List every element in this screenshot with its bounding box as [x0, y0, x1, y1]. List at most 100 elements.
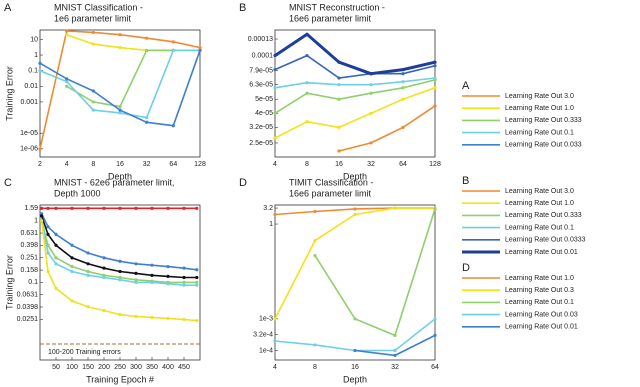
chart-title: MNIST Classification -: [54, 2, 143, 12]
data-point: [305, 81, 309, 85]
data-point: [273, 53, 277, 58]
x-tick-label: 4: [273, 364, 277, 371]
x-tick-label: 450: [178, 364, 190, 371]
data-point: [369, 72, 373, 76]
data-point: [305, 91, 309, 95]
panel-letter: C: [4, 177, 12, 189]
data-point: [150, 280, 154, 284]
data-point: [54, 232, 58, 237]
data-point: [433, 86, 437, 90]
data-point: [118, 206, 122, 210]
x-tick-label: 8: [91, 161, 95, 168]
data-point: [401, 80, 405, 84]
data-point: [150, 263, 154, 267]
y-axis-label: Training Error: [4, 66, 14, 121]
data-point: [102, 266, 106, 270]
x-tick-label: 128: [194, 161, 206, 168]
chart-title: TIMIT Classification -: [289, 177, 373, 187]
data-point: [401, 72, 405, 76]
legend-label: Learning Rate Out 0.0333: [505, 237, 586, 244]
data-point: [273, 136, 277, 140]
panel-letter: A: [4, 2, 12, 14]
data-point: [46, 206, 50, 210]
data-point: [369, 83, 373, 87]
data-point: [65, 77, 69, 81]
data-point: [369, 141, 373, 145]
data-point: [38, 61, 42, 65]
data-point: [134, 280, 138, 284]
data-point: [393, 333, 397, 338]
data-point: [145, 36, 149, 40]
data-point: [70, 269, 74, 274]
data-point: [46, 225, 50, 229]
data-point: [337, 125, 341, 129]
y-tick-label: 0.631: [20, 230, 38, 237]
series-line: [274, 77, 436, 89]
y-tick-label: 0.00013: [248, 36, 273, 43]
y-tick-label: 1e-4: [259, 347, 273, 354]
legend-label: Learning Rate Out 3.0: [505, 188, 574, 195]
x-tick-label: 16: [335, 161, 343, 168]
data-point: [70, 243, 74, 247]
data-point: [102, 308, 106, 313]
series-line: [354, 334, 436, 357]
data-point: [86, 273, 90, 277]
data-point: [70, 265, 74, 269]
series-line: [274, 87, 436, 139]
data-point: [182, 280, 186, 284]
data-point: [38, 69, 42, 73]
data-point: [91, 89, 95, 93]
data-point: [91, 100, 95, 104]
x-axis-label: Depth: [343, 374, 367, 384]
y-tick-label: 0.0631: [17, 292, 39, 299]
y-tick-label: 3.2e-4: [253, 331, 273, 338]
legend-label: Learning Rate Out 0.03: [505, 311, 578, 318]
panel-letter: B: [239, 2, 246, 14]
series-line: [274, 207, 435, 320]
data-point: [86, 305, 90, 309]
data-point: [171, 40, 175, 44]
legend-label: Learning Rate Out 0.333: [505, 117, 582, 124]
data-point: [46, 232, 50, 237]
x-tick-label: 64: [399, 161, 407, 168]
x-axis-label: Depth: [343, 171, 367, 181]
data-point: [118, 312, 122, 317]
x-tick-label: 4: [273, 161, 277, 168]
data-point: [273, 317, 277, 321]
data-point: [433, 76, 437, 80]
data-point: [305, 32, 309, 36]
y-tick-label: 0.251: [20, 255, 38, 262]
series-line: [40, 215, 197, 279]
data-point: [102, 275, 106, 280]
data-point: [182, 266, 186, 270]
data-point: [86, 262, 90, 266]
data-point: [313, 254, 317, 258]
x-tick-label: 4: [65, 161, 69, 168]
x-tick-label: 8: [305, 161, 309, 168]
legend-label: Learning Rate Out 1.0: [505, 105, 574, 112]
data-point: [134, 262, 138, 266]
data-point: [54, 206, 58, 210]
x-tick-label: 300: [130, 364, 142, 371]
y-tick-label: 2.5e-05: [249, 140, 273, 147]
data-point: [353, 348, 357, 353]
data-point: [145, 115, 149, 120]
data-point: [150, 273, 154, 277]
data-point: [46, 251, 50, 255]
data-point: [65, 84, 69, 88]
data-point: [40, 214, 44, 218]
data-point: [86, 206, 90, 210]
x-tick-label: 350: [146, 364, 158, 371]
data-point: [150, 315, 154, 320]
data-point: [145, 120, 149, 124]
y-tick-label: 0.0398: [17, 304, 39, 311]
data-point: [118, 105, 122, 109]
data-point: [393, 348, 397, 353]
chart-title: Depth 1000: [54, 188, 101, 198]
data-point: [91, 30, 95, 35]
y-tick-label: 0.01: [24, 83, 38, 90]
data-point: [393, 206, 397, 210]
x-tick-label: 64: [431, 364, 439, 371]
data-point: [134, 314, 138, 319]
